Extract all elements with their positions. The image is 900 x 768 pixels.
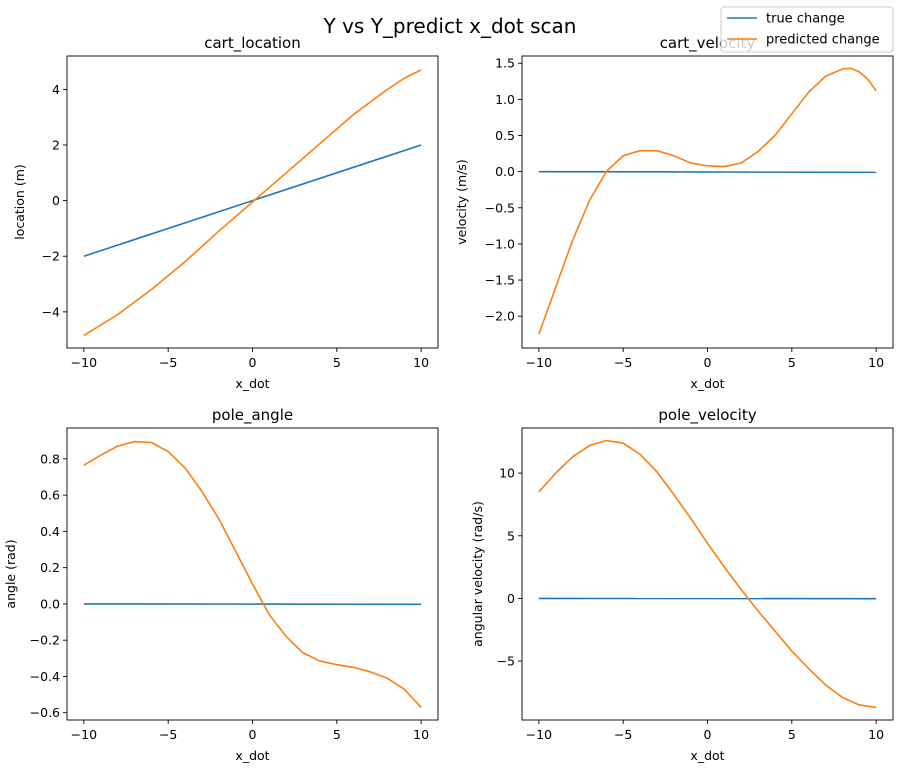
x-tick-label: −5 — [159, 727, 177, 742]
y-tick-label: −5 — [497, 654, 515, 669]
y-tick-label: 0.2 — [40, 560, 60, 575]
y-tick-label: −1.0 — [485, 236, 515, 251]
x-tick-label: 0 — [249, 727, 257, 742]
y-axis-label: location (m) — [12, 164, 27, 240]
axes-frame — [521, 55, 894, 349]
y-tick-label: 5 — [507, 528, 515, 543]
subplot-cart-location: cart_location −10 −5 0 5 10 −4 −2 0 2 4 x_dot locati… — [12, 34, 439, 391]
y-axis-label: angle (rad) — [3, 539, 18, 608]
x-tick-label: 10 — [413, 727, 429, 742]
y-tick-label: 0.4 — [40, 524, 60, 539]
series-line-true-change — [83, 144, 422, 257]
x-tick-label: 10 — [868, 355, 884, 370]
y-tick-label: −0.2 — [30, 633, 60, 648]
subplot-title: pole_velocity — [658, 406, 756, 425]
x-tick-label: 0 — [249, 355, 257, 370]
y-tick-label: 0.6 — [40, 488, 60, 503]
axes-frame — [521, 427, 894, 721]
subplot-grid: cart_location −10 −5 0 5 10 −4 −2 0 2 4 x_dot locati… — [3, 34, 894, 763]
x-axis-label: x_dot — [235, 376, 269, 391]
x-tick-label: 5 — [333, 727, 341, 742]
y-tick-label: 0.8 — [40, 451, 60, 466]
x-axis-label: x_dot — [690, 748, 724, 763]
x-tick-label: 5 — [788, 727, 796, 742]
series-line-true-change — [538, 170, 877, 174]
legend-label-predicted: predicted change — [766, 33, 880, 48]
y-tick-label: −2.0 — [485, 309, 515, 324]
subplot-cart-velocity: cart_velocity−10 −5 0 5 10−2.0−1.5−1.0−0.50.… — [454, 34, 894, 391]
series-line-predicted-change — [538, 67, 877, 335]
y-tick-label: −0.5 — [485, 200, 515, 215]
x-tick-label: −10 — [71, 727, 97, 742]
y-tick-label: 0.0 — [40, 596, 60, 611]
subplot-title: pole_angle — [212, 406, 293, 425]
y-tick-label: 0.5 — [495, 128, 515, 143]
y-tick-label: −1.5 — [485, 273, 515, 288]
legend-label-true: true change — [766, 12, 845, 27]
y-tick-label: −0.4 — [30, 669, 60, 684]
y-tick-label: 1.5 — [495, 56, 515, 71]
y-tick-label: −0.6 — [30, 705, 60, 720]
series-line-predicted-change — [83, 440, 422, 708]
x-axis-label: x_dot — [690, 376, 724, 391]
y-tick-label: −2 — [42, 249, 60, 264]
y-tick-label: 0 — [52, 193, 60, 208]
x-tick-label: 10 — [868, 727, 884, 742]
y-tick-label: 2 — [52, 137, 60, 152]
x-tick-label: 5 — [333, 355, 341, 370]
x-tick-label: 0 — [704, 727, 712, 742]
legend-frame — [720, 6, 894, 53]
x-tick-label: −5 — [614, 727, 632, 742]
y-tick-label: −4 — [42, 304, 60, 319]
x-tick-label: 5 — [788, 355, 796, 370]
x-tick-label: −5 — [614, 355, 632, 370]
subplot-pole-angle: pole_angle −10 −5 0 5 10 −0.6 −0.4 −0.2 0.0 0.2 0.4… — [3, 406, 439, 763]
y-tick-label: 10 — [499, 466, 515, 481]
x-tick-label: −10 — [526, 727, 552, 742]
x-tick-label: −10 — [526, 355, 552, 370]
x-tick-label: −5 — [159, 355, 177, 370]
legend: true change predicted change — [720, 6, 894, 53]
x-tick-label: 0 — [704, 355, 712, 370]
x-tick-label: −10 — [71, 355, 97, 370]
series-line-predicted-change — [538, 439, 877, 709]
y-tick-label: 4 — [52, 82, 60, 97]
y-tick-label: 1.0 — [495, 92, 515, 107]
y-axis-label: velocity (m/s) — [454, 159, 469, 244]
x-axis-label: x_dot — [235, 748, 269, 763]
subplot-title: cart_location — [204, 34, 301, 53]
figure-suptitle: Y vs Y_predict x_dot scan — [323, 14, 577, 38]
y-tick-label: 0.0 — [495, 164, 515, 179]
subplot-pole-velocity: pole_velocity −10 −5 0 5 10 −5 0 5 10 x_dot angular… — [470, 406, 894, 763]
series-line-predicted-change — [83, 69, 422, 337]
y-tick-label: 0 — [507, 591, 515, 606]
y-axis-label: angular velocity (rad/s) — [470, 501, 485, 647]
x-tick-label: 10 — [413, 355, 429, 370]
